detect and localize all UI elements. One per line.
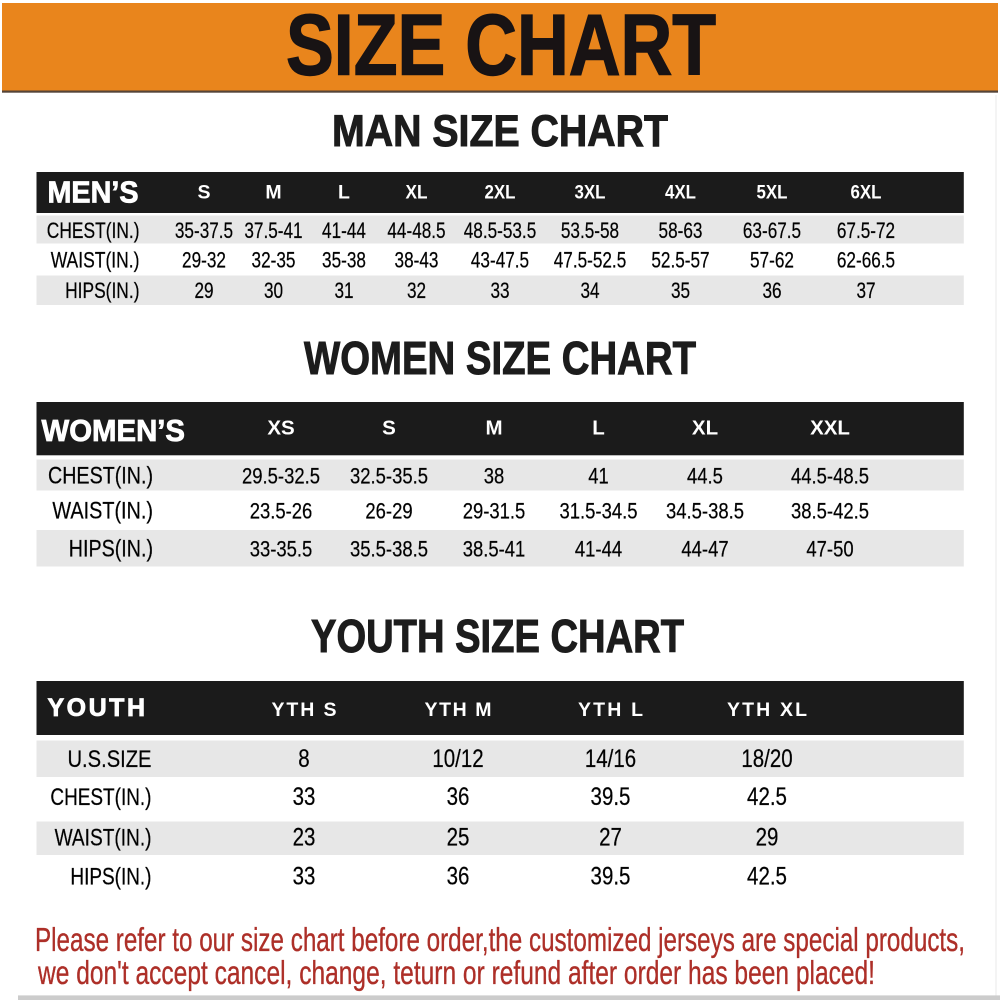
svg-text:U.S.SIZE: U.S.SIZE xyxy=(68,746,152,773)
svg-text:YOUTH: YOUTH xyxy=(48,694,146,722)
svg-text:47-50: 47-50 xyxy=(806,537,853,562)
svg-text:44.5-48.5: 44.5-48.5 xyxy=(791,464,869,489)
svg-text:HIPS(IN.): HIPS(IN.) xyxy=(69,536,153,563)
svg-text:33: 33 xyxy=(293,863,316,891)
svg-text:33: 33 xyxy=(293,783,316,811)
svg-text:38: 38 xyxy=(484,464,505,489)
svg-text:29: 29 xyxy=(756,824,779,852)
svg-text:14/16: 14/16 xyxy=(585,745,636,773)
svg-text:WAIST(IN.): WAIST(IN.) xyxy=(51,248,140,273)
svg-text:39.5: 39.5 xyxy=(591,863,631,891)
svg-text:38-43: 38-43 xyxy=(395,248,439,273)
svg-text:we don't accept cancel, change: we don't accept cancel, change, teturn o… xyxy=(37,955,875,992)
svg-text:32.5-35.5: 32.5-35.5 xyxy=(350,464,428,489)
svg-text:35.5-38.5: 35.5-38.5 xyxy=(350,537,428,562)
svg-text:34: 34 xyxy=(580,278,599,303)
svg-text:44-47: 44-47 xyxy=(681,537,728,562)
svg-text:41-44: 41-44 xyxy=(322,218,366,243)
svg-text:29.5-32.5: 29.5-32.5 xyxy=(242,464,320,489)
svg-text:44-48.5: 44-48.5 xyxy=(387,218,445,243)
svg-text:62-66.5: 62-66.5 xyxy=(837,248,895,273)
svg-text:HIPS(IN.): HIPS(IN.) xyxy=(65,278,139,303)
svg-text:WOMEN SIZE CHART: WOMEN SIZE CHART xyxy=(304,332,696,384)
svg-text:57-62: 57-62 xyxy=(750,248,794,273)
svg-text:YTH S: YTH S xyxy=(272,699,337,721)
svg-text:31: 31 xyxy=(334,278,353,303)
svg-text:L: L xyxy=(338,182,350,204)
svg-text:2XL: 2XL xyxy=(485,182,516,204)
svg-text:MEN’S: MEN’S xyxy=(48,176,139,210)
svg-text:44.5: 44.5 xyxy=(687,464,723,489)
svg-text:L: L xyxy=(592,417,605,440)
svg-text:36: 36 xyxy=(762,278,781,303)
svg-text:CHEST(IN.): CHEST(IN.) xyxy=(47,218,140,243)
svg-text:33-35.5: 33-35.5 xyxy=(250,537,313,562)
svg-text:MAN SIZE CHART: MAN SIZE CHART xyxy=(332,107,668,156)
svg-text:HIPS(IN.): HIPS(IN.) xyxy=(70,864,151,891)
svg-text:8: 8 xyxy=(298,745,309,773)
svg-text:32: 32 xyxy=(407,278,426,303)
svg-text:58-63: 58-63 xyxy=(659,218,703,243)
svg-text:XXL: XXL xyxy=(810,417,850,440)
svg-text:18/20: 18/20 xyxy=(741,745,792,773)
svg-text:52.5-57: 52.5-57 xyxy=(651,248,709,273)
svg-text:67.5-72: 67.5-72 xyxy=(837,218,895,243)
svg-text:XL: XL xyxy=(692,417,718,440)
svg-text:41: 41 xyxy=(588,464,609,489)
svg-text:YTH M: YTH M xyxy=(425,699,492,721)
svg-text:XL: XL xyxy=(406,182,428,204)
svg-text:34.5-38.5: 34.5-38.5 xyxy=(666,499,744,524)
svg-text:YOUTH SIZE CHART: YOUTH SIZE CHART xyxy=(311,610,684,662)
svg-text:36: 36 xyxy=(447,783,470,811)
svg-text:35-38: 35-38 xyxy=(322,248,366,273)
svg-text:47.5-52.5: 47.5-52.5 xyxy=(554,248,627,273)
svg-text:XS: XS xyxy=(267,417,294,440)
svg-text:3XL: 3XL xyxy=(575,182,606,204)
svg-text:M: M xyxy=(485,417,502,440)
svg-text:CHEST(IN.): CHEST(IN.) xyxy=(48,463,153,490)
svg-text:38.5-41: 38.5-41 xyxy=(463,537,526,562)
svg-text:42.5: 42.5 xyxy=(747,863,787,891)
svg-text:48.5-53.5: 48.5-53.5 xyxy=(464,218,537,243)
svg-text:41-44: 41-44 xyxy=(575,537,622,562)
svg-text:WAIST(IN.): WAIST(IN.) xyxy=(55,825,152,852)
svg-text:29: 29 xyxy=(194,278,213,303)
svg-text:5XL: 5XL xyxy=(757,182,788,204)
svg-text:32-35: 32-35 xyxy=(252,248,296,273)
svg-text:26-29: 26-29 xyxy=(365,499,412,524)
svg-text:38.5-42.5: 38.5-42.5 xyxy=(791,499,869,524)
svg-text:M: M xyxy=(265,182,281,204)
svg-text:36: 36 xyxy=(447,863,470,891)
svg-text:29-31.5: 29-31.5 xyxy=(463,499,526,524)
svg-text:30: 30 xyxy=(264,278,283,303)
svg-text:4XL: 4XL xyxy=(665,182,696,204)
svg-text:WOMEN’S: WOMEN’S xyxy=(42,414,186,448)
svg-text:31.5-34.5: 31.5-34.5 xyxy=(560,499,638,524)
svg-text:25: 25 xyxy=(447,824,470,852)
svg-text:YTH L: YTH L xyxy=(578,699,643,721)
svg-text:37.5-41: 37.5-41 xyxy=(244,218,302,243)
svg-text:YTH XL: YTH XL xyxy=(727,699,807,721)
svg-text:23: 23 xyxy=(293,824,316,852)
svg-text:35: 35 xyxy=(671,278,690,303)
svg-text:WAIST(IN.): WAIST(IN.) xyxy=(52,498,153,525)
svg-text:23.5-26: 23.5-26 xyxy=(250,499,313,524)
svg-text:42.5: 42.5 xyxy=(747,783,787,811)
svg-text:S: S xyxy=(197,182,210,204)
svg-text:43-47.5: 43-47.5 xyxy=(471,248,529,273)
svg-text:53.5-58: 53.5-58 xyxy=(561,218,619,243)
svg-text:CHEST(IN.): CHEST(IN.) xyxy=(50,784,151,811)
svg-text:63-67.5: 63-67.5 xyxy=(743,218,801,243)
svg-text:SIZE CHART: SIZE CHART xyxy=(286,0,716,94)
svg-text:S: S xyxy=(382,417,396,440)
svg-text:39.5: 39.5 xyxy=(591,783,631,811)
svg-text:10/12: 10/12 xyxy=(432,745,483,773)
svg-text:27: 27 xyxy=(599,824,622,852)
svg-text:Please refer to our size chart: Please refer to our size chart before or… xyxy=(35,922,965,959)
svg-text:33: 33 xyxy=(490,278,509,303)
svg-text:37: 37 xyxy=(856,278,875,303)
svg-text:29-32: 29-32 xyxy=(182,248,226,273)
svg-text:6XL: 6XL xyxy=(851,182,882,204)
svg-text:35-37.5: 35-37.5 xyxy=(175,218,233,243)
